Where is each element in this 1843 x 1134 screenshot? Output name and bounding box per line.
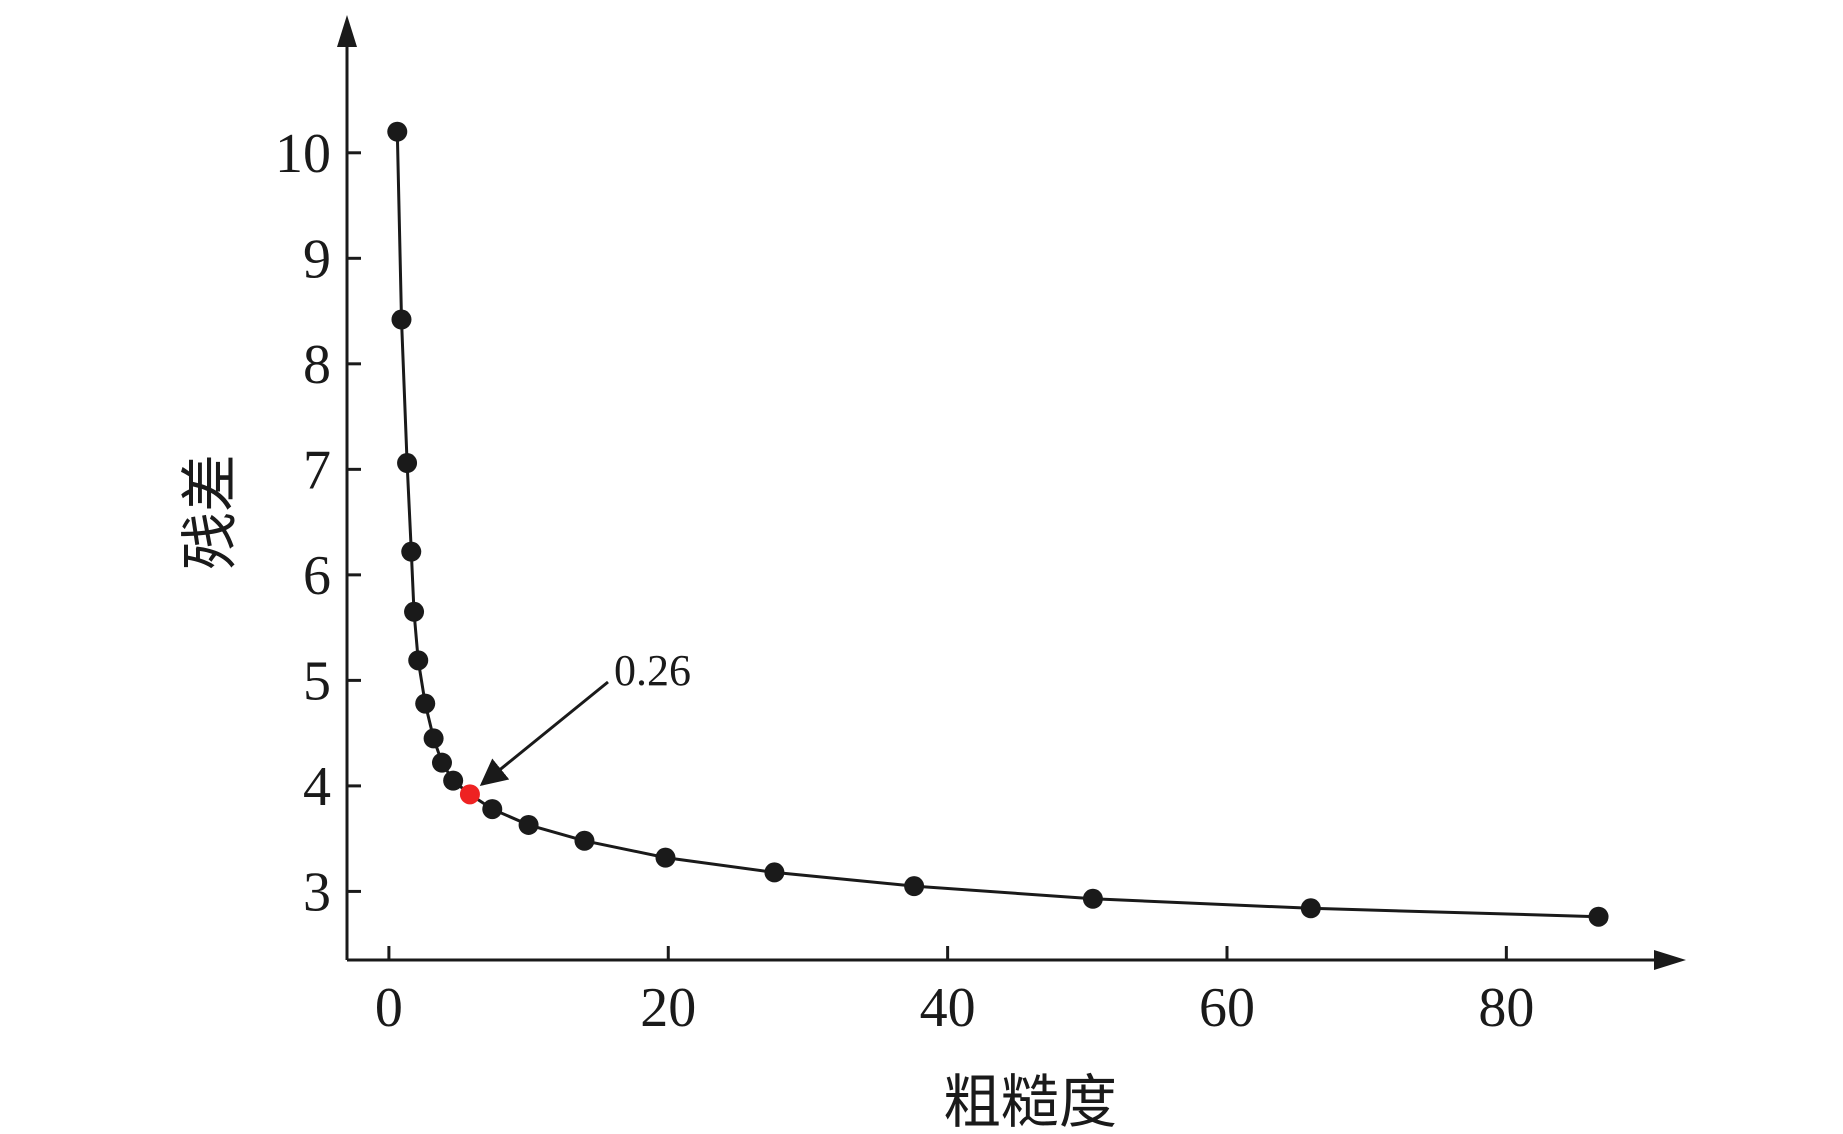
- y-axis-arrow-icon: [337, 15, 357, 47]
- y-tick-label: 9: [303, 228, 331, 290]
- y-tick-label: 6: [303, 545, 331, 607]
- data-point: [1300, 898, 1321, 919]
- data-point: [404, 601, 425, 622]
- data-point: [431, 752, 452, 773]
- series-line: [395, 131, 1599, 919]
- annotation-arrow: [479, 680, 609, 787]
- data-point: [574, 830, 595, 851]
- x-tick-label: 60: [1199, 977, 1255, 1039]
- x-axis-title: 粗糙度: [943, 1068, 1117, 1134]
- data-point: [655, 847, 676, 868]
- y-axis-ticks: 3 4 5 6 7 8 9 10: [275, 123, 361, 923]
- data-point: [1588, 906, 1609, 927]
- y-tick-label: 8: [303, 334, 331, 396]
- y-tick-label: 4: [303, 756, 331, 818]
- highlighted-data-point: [459, 784, 480, 805]
- data-point: [443, 770, 464, 791]
- data-point: [415, 693, 436, 714]
- data-series: [387, 121, 1609, 927]
- data-point: [397, 453, 418, 474]
- annotation-label: 0.26: [614, 646, 691, 695]
- x-tick-label: 0: [375, 977, 403, 1039]
- data-point: [904, 876, 925, 897]
- data-point: [764, 862, 785, 883]
- y-axis-title: 残差: [176, 454, 244, 570]
- x-axis-ticks: 0 20 40 60 80: [375, 946, 1534, 1039]
- y-tick-label: 7: [303, 439, 331, 501]
- data-point: [1082, 888, 1103, 909]
- y-tick-label: 5: [303, 650, 331, 712]
- x-tick-label: 40: [920, 977, 976, 1039]
- data-point: [387, 121, 408, 142]
- data-point: [482, 799, 503, 820]
- data-point: [518, 814, 539, 835]
- y-tick-label: 3: [303, 861, 331, 923]
- data-point: [391, 309, 412, 330]
- x-tick-label: 20: [640, 977, 696, 1039]
- x-axis-arrow-icon: [1654, 950, 1686, 970]
- y-tick-label: 10: [275, 123, 331, 185]
- data-point: [408, 650, 429, 671]
- data-point: [423, 728, 444, 749]
- data-point: [401, 541, 422, 562]
- x-tick-label: 80: [1478, 977, 1534, 1039]
